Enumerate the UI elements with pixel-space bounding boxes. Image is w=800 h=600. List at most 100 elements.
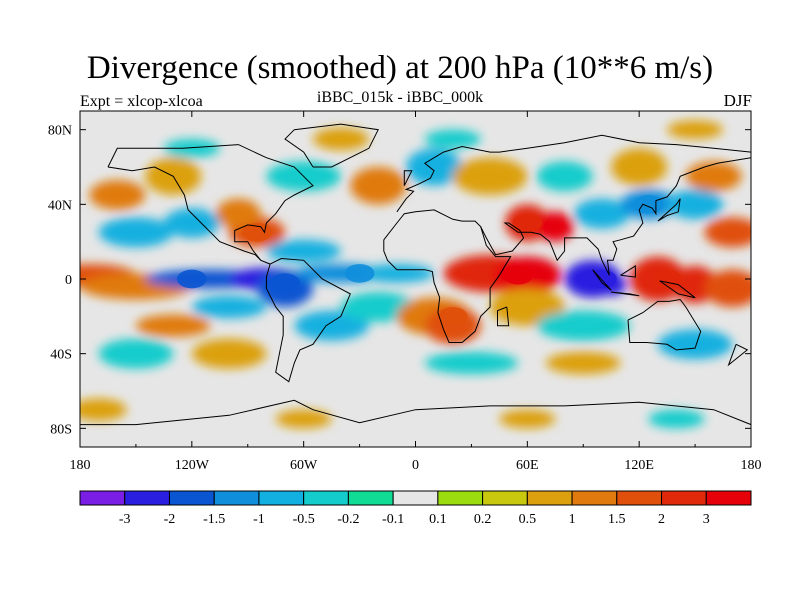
colorbar-label-7: 0.1 xyxy=(429,512,447,527)
coastline-3 xyxy=(396,134,751,213)
colorbar-swatch-14 xyxy=(705,490,752,506)
region-core-9 xyxy=(437,307,468,326)
region-core-0 xyxy=(503,265,533,285)
field-blob-13 xyxy=(704,269,751,307)
colorbar-swatch-3 xyxy=(213,490,260,506)
colorbar-label-8: 0.2 xyxy=(474,512,492,527)
field-blob-18 xyxy=(340,292,416,322)
colorbar-label-9: 0.5 xyxy=(519,512,537,527)
colorbar-swatch-13 xyxy=(661,490,707,506)
field-blob-22 xyxy=(536,310,630,341)
region-core-5 xyxy=(270,273,300,293)
field-blob-28 xyxy=(704,217,751,248)
experiment-label: Expt = xlcop-xlcoa xyxy=(80,93,203,110)
coastline-14 xyxy=(403,170,413,186)
coastline-12 xyxy=(727,343,749,367)
field-blob-25 xyxy=(573,198,630,229)
field-blob-34 xyxy=(350,167,407,205)
colorbar-swatch-1 xyxy=(124,490,170,506)
y-axis: 80N 40N 0 40S 80S xyxy=(48,124,751,437)
comparison-label: iBBC_015k - iBBC_000k xyxy=(316,89,484,106)
colorbar-label-1: -2 xyxy=(164,512,176,527)
field-blob-30 xyxy=(163,208,220,238)
field-contours xyxy=(80,120,751,429)
field-blob-24 xyxy=(536,211,574,242)
x-tick-label-1: 120W xyxy=(175,458,210,473)
region-core-8 xyxy=(633,195,664,214)
y-tick-label-1: 40N xyxy=(48,198,72,213)
region-core-1 xyxy=(512,213,543,233)
region-core-2 xyxy=(586,269,617,289)
field-blob-40 xyxy=(191,338,267,369)
colorbar-swatch-0 xyxy=(79,490,126,506)
coastline-4 xyxy=(383,209,512,343)
field-blob-45 xyxy=(80,398,127,421)
field-blob-51 xyxy=(424,129,481,149)
field-blob-42 xyxy=(424,351,519,375)
colorbar-swatch-9 xyxy=(482,490,528,506)
divergence-field xyxy=(80,120,751,429)
y-tick-label-2: 0 xyxy=(65,273,72,288)
colorbar-label-6: -0.1 xyxy=(382,512,404,527)
colorbar-label-3: -1 xyxy=(253,512,265,527)
colorbar-label-12: 2 xyxy=(658,512,665,527)
x-axis: 180 120W 60W 0 60E 120E 180 xyxy=(70,111,762,473)
field-blob-43 xyxy=(545,351,621,375)
coastline-5 xyxy=(480,157,751,276)
colorbar-swatch-7 xyxy=(392,490,439,506)
field-blob-49 xyxy=(163,139,220,158)
field-blob-21 xyxy=(490,288,565,326)
x-tick-label-3: 0 xyxy=(412,458,419,473)
field-blob-35 xyxy=(406,148,463,186)
coastline-8 xyxy=(611,291,640,297)
colorbar-label-11: 1.5 xyxy=(608,512,626,527)
field-blob-44 xyxy=(657,329,733,360)
field-blob-36 xyxy=(452,157,528,195)
colorbar-swatch-12 xyxy=(616,490,663,506)
coastline-7 xyxy=(592,269,612,291)
y-tick-label-3: 40S xyxy=(50,348,72,363)
region-core-7 xyxy=(242,223,272,242)
x-tick-label-4: 60E xyxy=(516,458,539,473)
colorbar-label-10: 1 xyxy=(569,512,576,527)
field-blob-39 xyxy=(685,161,742,192)
colorbar-swatch-8 xyxy=(437,490,484,506)
field-blob-31 xyxy=(89,180,146,210)
y-tick-label-0: 80N xyxy=(48,124,72,139)
colorbar-label-0: -3 xyxy=(119,512,131,527)
x-tick-label-2: 60W xyxy=(290,458,318,473)
coastline-10 xyxy=(659,280,696,299)
field-blob-48 xyxy=(648,409,705,429)
colorbar: -3 -2 -1.5 -1 -0.5 -0.2 -0.1 0.1 0.2 0.5 1 1.5 2 3 xyxy=(79,490,752,527)
field-blob-27 xyxy=(667,189,724,220)
coastline-2 xyxy=(284,123,379,168)
field-blob-15 xyxy=(216,198,261,229)
field-blob-38 xyxy=(611,148,668,186)
region-core-4 xyxy=(176,269,207,289)
colorbar-swatch-2 xyxy=(168,490,215,506)
coastline-13 xyxy=(657,198,681,222)
y-tick-label-4: 80S xyxy=(50,422,72,437)
x-tick-label-6: 180 xyxy=(741,458,762,473)
x-tick-label-0: 180 xyxy=(70,458,91,473)
colorbar-swatch-4 xyxy=(258,490,305,506)
field-blob-37 xyxy=(536,161,593,192)
field-blob-16 xyxy=(266,239,341,263)
field-blob-29 xyxy=(98,217,174,248)
region-core-6 xyxy=(344,264,375,283)
field-blob-52 xyxy=(667,120,724,139)
colorbar-label-13: 3 xyxy=(703,512,710,527)
colorbar-label-4: -0.5 xyxy=(293,512,315,527)
coastlines xyxy=(80,123,751,426)
colorbar-label-2: -1.5 xyxy=(203,512,225,527)
colorbar-swatch-5 xyxy=(303,490,349,506)
field-blob-6 xyxy=(359,264,435,283)
colorbar-swatch-6 xyxy=(347,490,394,506)
coastline-6 xyxy=(497,306,510,327)
colorbar-swatch-11 xyxy=(571,490,618,506)
season-label: DJF xyxy=(723,91,752,110)
field-blob-50 xyxy=(312,127,369,151)
field-blob-53 xyxy=(191,295,267,319)
field-blob-54 xyxy=(135,314,211,337)
